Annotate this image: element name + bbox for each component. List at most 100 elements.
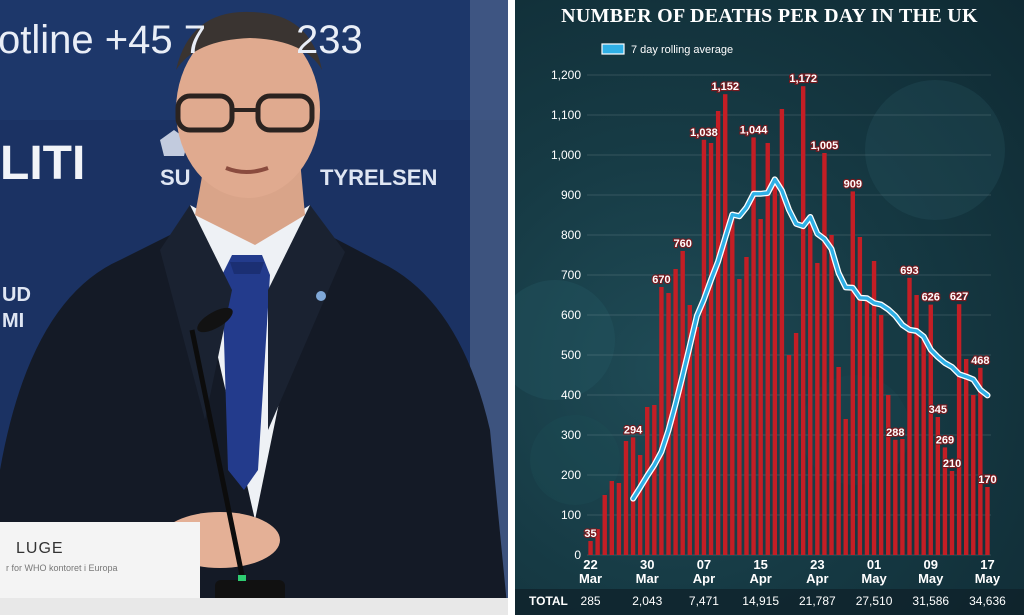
bar: [893, 439, 898, 555]
bar: [616, 483, 622, 555]
bar: [857, 237, 863, 555]
y-tick-label: 1,000: [551, 148, 581, 162]
bar: [772, 181, 778, 555]
x-tick-month: Mar: [579, 571, 602, 586]
x-tick-month: May: [975, 571, 1001, 586]
data-label: 288: [886, 427, 904, 439]
bar: [751, 137, 756, 555]
data-label: 627: [950, 291, 968, 303]
y-tick-label: 200: [561, 468, 581, 482]
bar: [800, 86, 806, 555]
total-value: 14,915: [742, 594, 779, 608]
bar: [595, 529, 600, 555]
bar: [687, 305, 692, 555]
legend-swatch: [601, 43, 625, 55]
bar: [786, 355, 792, 555]
bar: [659, 287, 664, 555]
bar: [609, 481, 615, 555]
data-label: 1,044: [740, 124, 768, 136]
data-label: 1,005: [811, 140, 839, 152]
backdrop-phone-text-end: 233: [296, 18, 363, 62]
x-tick-day: 22: [583, 557, 597, 572]
y-tick-label: 0: [574, 548, 581, 562]
x-tick-day: 30: [640, 557, 654, 572]
bar: [723, 94, 728, 555]
total-value: 27,510: [856, 594, 893, 608]
bar: [623, 441, 629, 555]
bar: [871, 261, 877, 555]
bar: [942, 447, 948, 555]
bar: [900, 439, 905, 555]
totals-background: [515, 589, 1024, 615]
backdrop-agency-text-end: TYRELSEN: [320, 165, 438, 190]
y-tick-label: 500: [561, 348, 581, 362]
rolling-average-line: [630, 176, 991, 502]
bar: [963, 359, 969, 555]
bar: [985, 487, 990, 555]
bar: [701, 139, 707, 556]
data-label: 468: [971, 355, 989, 367]
backdrop-logo-text: LITI: [0, 137, 86, 190]
bar: [793, 333, 799, 555]
bar: [602, 495, 607, 555]
bar: [829, 235, 834, 555]
x-tick-month: Mar: [636, 571, 659, 586]
deaths-chart: 0 100 200 300 400 500 600 700 800 900 1,000 1,100 1,…: [515, 43, 1024, 615]
data-label: 1,038: [690, 127, 718, 139]
bar: [765, 143, 770, 555]
bar: [878, 315, 884, 555]
bar: [935, 417, 941, 555]
total-value: 7,471: [689, 594, 719, 608]
chart-background-texture: [515, 80, 1005, 505]
x-tick-month: Apr: [806, 571, 828, 586]
bar: [971, 395, 976, 555]
press-photo-illustration: [0, 0, 508, 615]
data-label: 693: [900, 265, 918, 277]
data-label: 670: [652, 274, 670, 286]
chart-title: NUMBER OF DEATHS PER DAY IN THE UK: [561, 5, 978, 27]
bar: [715, 111, 721, 555]
total-value: 21,787: [799, 594, 836, 608]
y-tick-label: 700: [561, 268, 581, 282]
y-tick-label: 300: [561, 428, 581, 442]
bar: [864, 299, 870, 555]
x-tick-month: Apr: [749, 571, 771, 586]
y-tick-label: 400: [561, 388, 581, 402]
bar: [907, 277, 912, 555]
bar: [588, 541, 593, 555]
x-tick-month: Apr: [693, 571, 715, 586]
bar: [758, 219, 763, 555]
bar: [914, 295, 919, 555]
y-tick-label: 100: [561, 508, 581, 522]
total-value: 285: [581, 594, 601, 608]
data-label: 294: [624, 424, 643, 436]
chart-panel: NUMBER OF DEATHS PER DAY IN THE UK 0 100 2…: [515, 0, 1024, 615]
y-tick-label: 1,200: [551, 68, 581, 82]
x-tick-month: May: [861, 571, 887, 586]
bar: [652, 405, 657, 555]
backdrop-side-text-2: MI: [2, 310, 25, 332]
bar: [886, 395, 891, 555]
total-value: 34,636: [969, 594, 1006, 608]
y-tick-label: 800: [561, 228, 581, 242]
press-photo: otline +45 7 233 LITI SU TYRELSEN UD MI …: [0, 0, 508, 615]
y-axis-ticks: 0 100 200 300 400 500 600 700 800 900 1,000 1,100 1,…: [551, 68, 581, 562]
total-value: 31,586: [912, 594, 949, 608]
data-label: 210: [943, 458, 961, 470]
data-label: 345: [929, 404, 947, 416]
bar: [708, 143, 714, 555]
bar: [921, 335, 926, 555]
legend-label: 7 day rolling average: [631, 44, 733, 56]
data-label: 1,172: [789, 73, 817, 85]
legend: 7 day rolling average: [601, 43, 733, 56]
x-tick-day: 17: [980, 557, 994, 572]
nameplate-name: LUGE: [16, 540, 64, 557]
bar: [850, 191, 855, 555]
bar: [737, 279, 742, 555]
y-tick-label: 900: [561, 188, 581, 202]
x-tick-day: 07: [697, 557, 711, 572]
x-tick-day: 09: [924, 557, 938, 572]
backdrop-side-text-1: UD: [2, 284, 31, 306]
bar: [694, 327, 700, 555]
